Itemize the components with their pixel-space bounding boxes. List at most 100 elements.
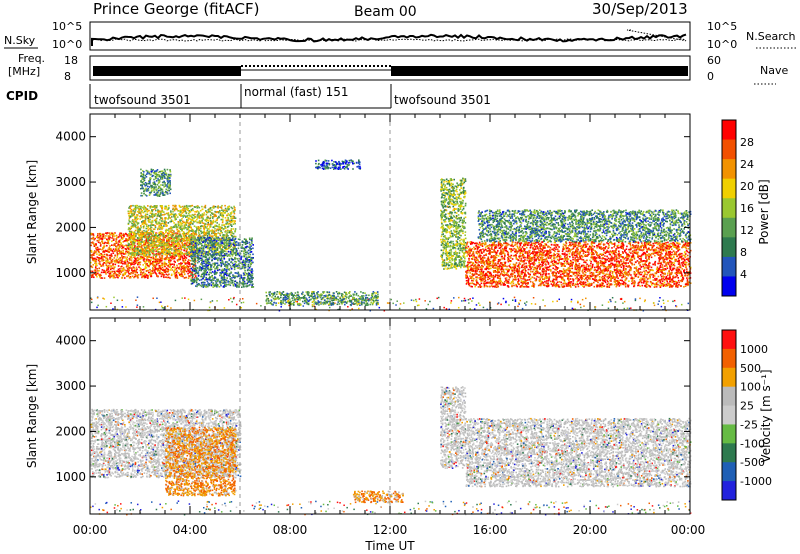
heatmap-cell (210, 214, 212, 216)
heatmap-cell (112, 265, 114, 267)
heatmap-cell (101, 260, 103, 262)
heatmap-cell (177, 233, 179, 235)
heatmap-cell (177, 229, 179, 231)
heatmap-cell (214, 211, 216, 213)
heatmap-cell (196, 252, 198, 254)
heatmap-cell (175, 226, 177, 228)
heatmap-cell (209, 276, 211, 278)
scatter-dot (400, 303, 402, 305)
heatmap-cell (215, 235, 217, 237)
heatmap-cell (159, 262, 161, 264)
heatmap-cell (186, 237, 188, 239)
heatmap-cell (227, 244, 229, 246)
heatmap-cell (98, 258, 100, 260)
heatmap-cell (179, 243, 181, 245)
heatmap-cell (130, 245, 132, 247)
heatmap-cell (143, 230, 145, 232)
heatmap-cell (214, 233, 216, 235)
heatmap-cell (134, 213, 136, 215)
heatmap-cell (188, 277, 190, 279)
heatmap-cell (170, 264, 172, 266)
heatmap-cell (186, 215, 188, 217)
heatmap-cell (200, 221, 202, 223)
heatmap-cell (221, 224, 223, 226)
heatmap-cell (100, 234, 102, 236)
heatmap-cell (124, 262, 126, 264)
scatter-dot (143, 306, 145, 308)
scatter-dot (681, 304, 683, 306)
scatter-dot (663, 303, 665, 305)
heatmap-cell (142, 264, 144, 266)
heatmap-cell (162, 184, 164, 186)
scatter-dot (469, 308, 471, 310)
heatmap-cell (159, 267, 161, 269)
scatter-dot (156, 297, 158, 299)
heatmap-cell (149, 244, 151, 246)
heatmap-cell (190, 205, 192, 207)
heatmap-cell (141, 211, 143, 213)
heatmap-cell (223, 269, 225, 271)
heatmap-cell (155, 241, 157, 243)
heatmap-cell (102, 248, 104, 250)
heatmap-cell (142, 274, 144, 276)
heatmap-cell (184, 215, 186, 217)
heatmap-cell (140, 209, 142, 211)
heatmap-cell (188, 275, 190, 277)
heatmap-cell (249, 275, 251, 277)
heatmap-cell (243, 256, 245, 258)
heatmap-cell (244, 262, 246, 264)
heatmap-cell (216, 225, 218, 227)
heatmap-cell (204, 274, 206, 276)
heatmap-cell (169, 221, 171, 223)
heatmap-cell (99, 238, 101, 240)
heatmap-cell (214, 252, 216, 254)
heatmap-cell (134, 205, 136, 207)
scatter-dot (585, 298, 587, 300)
scatter-dot (658, 300, 660, 302)
heatmap-cell (210, 211, 212, 213)
heatmap-cell (213, 263, 215, 265)
heatmap-cell (166, 225, 168, 227)
heatmap-cell (215, 206, 217, 208)
heatmap-cell (232, 255, 234, 257)
heatmap-cell (204, 282, 206, 284)
heatmap-cell (151, 252, 153, 254)
heatmap-cell (168, 277, 170, 279)
heatmap-cell (165, 191, 167, 193)
heatmap-cell (184, 277, 186, 279)
heatmap-cell (169, 228, 171, 230)
heatmap-cell (226, 277, 228, 279)
heatmap-cell (146, 248, 148, 250)
heatmap-cell (118, 241, 120, 243)
scatter-dot (391, 299, 393, 301)
heatmap-cell (223, 215, 225, 217)
heatmap-cell (229, 258, 231, 260)
heatmap-cell (131, 215, 133, 217)
heatmap-cell (208, 231, 210, 233)
heatmap-cell (220, 214, 222, 216)
heatmap-cell (225, 285, 227, 287)
heatmap-cell (175, 277, 177, 279)
heatmap-cell (117, 255, 119, 257)
heatmap-cell (161, 251, 163, 253)
scatter-dot (188, 298, 190, 300)
heatmap-cell (243, 272, 245, 274)
heatmap-cell (100, 235, 102, 237)
heatmap-cell (192, 263, 194, 265)
scatter-dot (242, 298, 244, 300)
scatter-dot (167, 305, 169, 307)
heatmap-cell (184, 244, 186, 246)
heatmap-cell (142, 235, 144, 237)
heatmap-cell (143, 269, 145, 271)
heatmap-cell (224, 205, 226, 207)
heatmap-cell (249, 260, 251, 262)
heatmap-cell (153, 194, 155, 196)
heatmap-cell (114, 271, 116, 273)
heatmap-cell (198, 255, 200, 257)
heatmap-cell (192, 205, 194, 207)
heatmap-cell (106, 250, 108, 252)
heatmap-cell (190, 216, 192, 218)
heatmap-cell (219, 227, 221, 229)
heatmap-cell (136, 267, 138, 269)
cpid-segment-3: twofsound 3501 (394, 93, 491, 107)
